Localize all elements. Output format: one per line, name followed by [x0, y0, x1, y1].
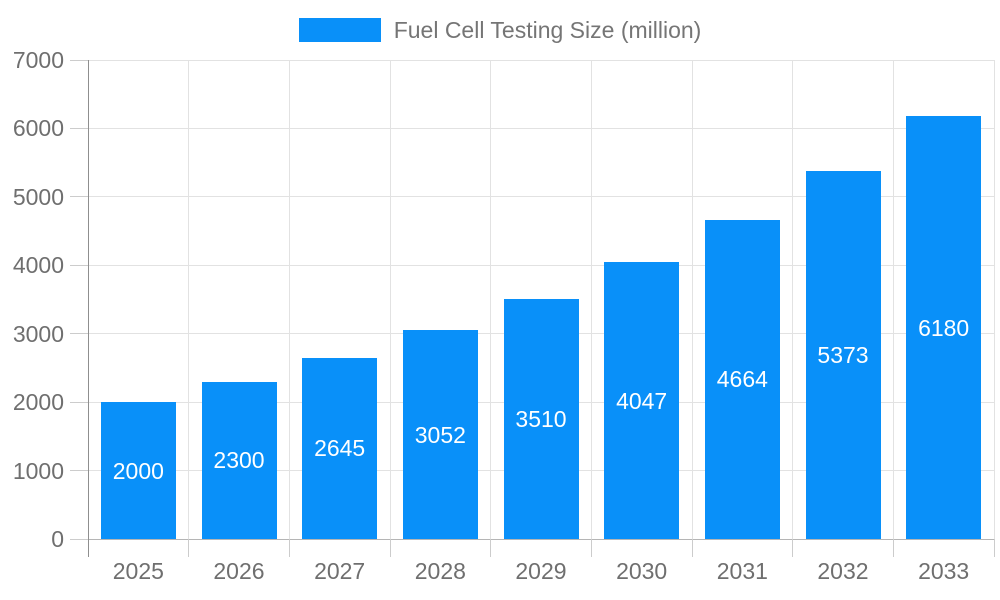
y-axis-label: 1000 — [12, 457, 64, 484]
legend-item[interactable]: Fuel Cell Testing Size (million) — [0, 16, 1000, 44]
v-gridline — [691, 60, 693, 539]
y-axis-tick — [70, 333, 88, 335]
y-axis-label: 5000 — [12, 183, 64, 210]
y-axis-tick — [70, 264, 88, 266]
y-axis-tick — [70, 538, 88, 540]
y-axis-label: 6000 — [12, 115, 64, 142]
bar-value-label: 4047 — [616, 387, 668, 414]
bar-value-label: 5373 — [817, 342, 869, 369]
y-axis-line — [87, 60, 89, 557]
h-gridline — [88, 59, 994, 61]
x-axis-tick — [892, 539, 894, 557]
x-axis-label: 2027 — [314, 558, 366, 584]
y-axis-tick — [70, 59, 88, 61]
bar-2028: 3052 — [402, 330, 478, 539]
x-axis-label: 2029 — [515, 558, 567, 584]
bar-value-label: 2300 — [213, 447, 265, 474]
v-gridline — [590, 60, 592, 539]
bar-2025: 2000 — [100, 402, 176, 539]
legend-swatch-icon — [298, 18, 381, 42]
bar-value-label: 2000 — [112, 457, 164, 484]
v-gridline — [490, 60, 492, 539]
bar-value-label: 2645 — [314, 435, 366, 462]
x-axis-label: 2033 — [918, 558, 970, 584]
x-axis-tick — [389, 539, 391, 557]
y-axis-tick — [70, 470, 88, 472]
x-axis-tick — [490, 539, 492, 557]
bar-2032: 5373 — [805, 171, 881, 539]
h-gridline — [88, 264, 994, 266]
x-axis-label: 2032 — [817, 558, 869, 584]
bar-2033: 6180 — [906, 116, 982, 539]
bar-value-label: 6180 — [918, 314, 970, 341]
x-axis-tick — [288, 539, 290, 557]
x-axis-tick — [993, 539, 995, 557]
bar-value-label: 3052 — [414, 421, 466, 448]
y-axis-label: 3000 — [12, 320, 64, 347]
v-gridline — [892, 60, 894, 539]
x-axis-tick — [691, 539, 693, 557]
x-axis-label: 2026 — [213, 558, 265, 584]
y-axis-tick — [70, 401, 88, 403]
x-axis-tick — [188, 539, 190, 557]
bar-2026: 2300 — [201, 381, 277, 539]
y-axis-tick — [70, 196, 88, 198]
h-gridline — [88, 127, 994, 129]
y-axis-label: 2000 — [12, 389, 64, 416]
h-gridline — [88, 196, 994, 198]
y-axis-label: 4000 — [12, 252, 64, 279]
bar-2027: 2645 — [302, 358, 378, 539]
y-axis-label: 7000 — [12, 47, 64, 73]
v-gridline — [188, 60, 190, 539]
x-axis-label: 2025 — [112, 558, 164, 584]
v-gridline — [792, 60, 794, 539]
x-axis-tick — [792, 539, 794, 557]
legend-label: Fuel Cell Testing Size (million) — [393, 17, 702, 43]
bar-2031: 4664 — [704, 219, 780, 539]
v-gridline — [389, 60, 391, 539]
v-gridline — [288, 60, 290, 539]
x-axis-label: 2031 — [716, 558, 768, 584]
v-gridline — [993, 60, 995, 539]
x-axis-label: 2030 — [616, 558, 668, 584]
x-axis-label: 2028 — [414, 558, 466, 584]
y-axis-tick — [70, 127, 88, 129]
h-gridline — [88, 538, 994, 540]
bar-2030: 4047 — [604, 262, 680, 539]
y-axis-label: 0 — [51, 526, 64, 552]
bar-2029: 3510 — [503, 298, 579, 539]
x-axis-tick — [590, 539, 592, 557]
bar-value-label: 3510 — [515, 405, 567, 432]
bar-value-label: 4664 — [716, 366, 768, 393]
